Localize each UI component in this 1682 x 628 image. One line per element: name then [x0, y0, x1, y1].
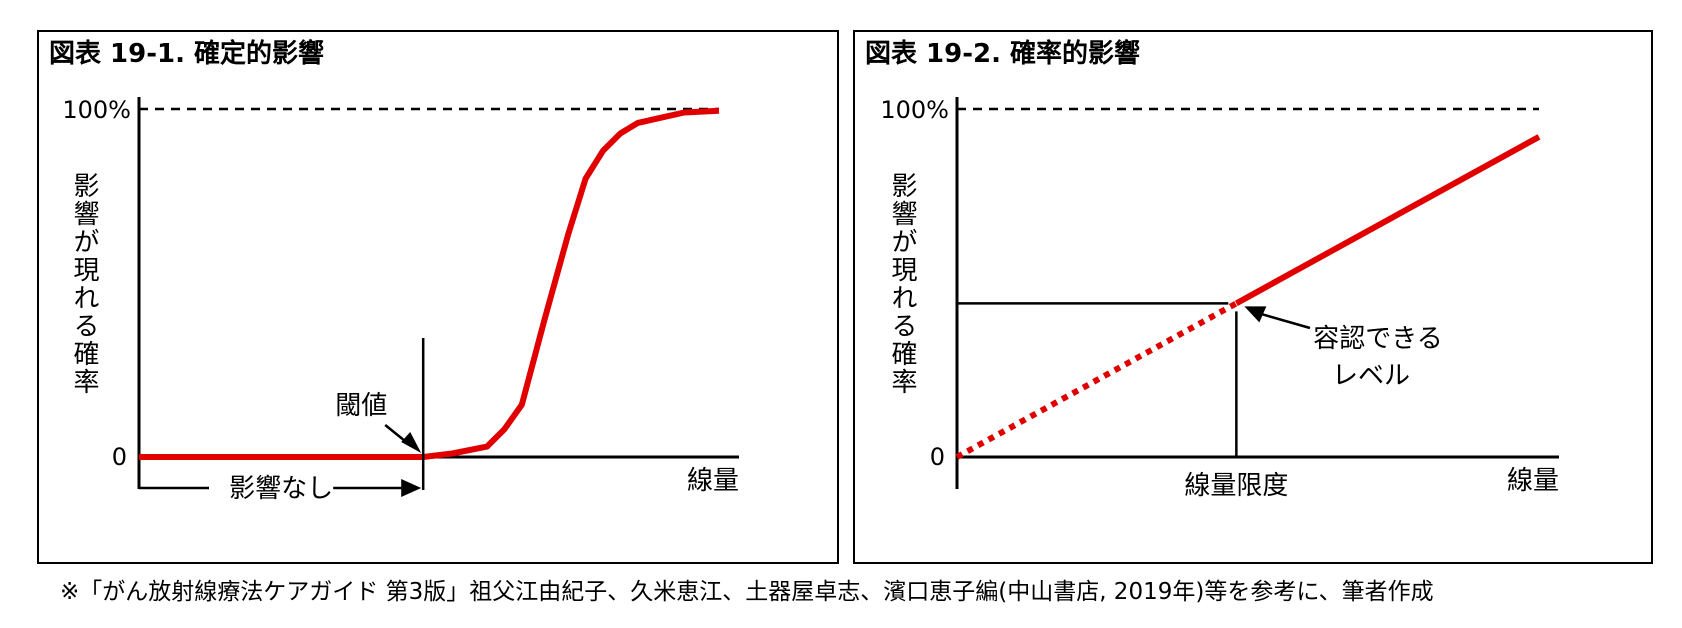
no-effect-arrow-head — [401, 479, 422, 497]
series-line-dotted — [955, 300, 1238, 460]
chart-title: 図表 19-1. 確定的影響 — [49, 38, 324, 69]
threshold-arrow-head — [401, 432, 422, 453]
y-tick-label-100: 100% — [62, 96, 131, 124]
x-axis-label: 線量 — [1507, 466, 1559, 496]
y-axis-label: 影響が現れる確率 — [887, 172, 917, 396]
y-tick-label-0: 0 — [112, 443, 127, 471]
y-tick-label-0: 0 — [930, 443, 945, 471]
x-axis-label: 線量 — [687, 466, 739, 496]
y-axis-label: 影響が現れる確率 — [69, 172, 99, 396]
source-note: ※「がん放射線療法ケアガイド 第3版」祖父江由紀子、久米恵江、土器屋卓志、濱口恵… — [60, 579, 1434, 605]
dose-limit-label: 線量限度 — [1184, 471, 1288, 501]
no-effect-label: 影響なし — [229, 474, 333, 504]
y-tick-label-100: 100% — [880, 96, 949, 124]
series-line-solid — [1234, 134, 1541, 306]
acceptable-label-line-2: レベル — [1332, 361, 1410, 391]
chart-title: 図表 19-2. 確率的影響 — [865, 38, 1140, 69]
threshold-label: 閾値 — [335, 391, 387, 421]
acceptable-arrow-shaft — [1262, 313, 1311, 330]
acceptable-label-line-1: 容認できる — [1313, 324, 1442, 354]
chart-panel-deterministic: 図表 19-1. 確定的影響 100% 0 影響が現れる確率線量 閾値影響なし — [37, 30, 839, 564]
series-line-deterministic — [139, 107, 720, 460]
acceptable-arrow-head — [1244, 306, 1267, 323]
chart-panel-stochastic: 図表 19-2. 確率的影響 100% 0 影響が現れる確率線量 線量限度 容認できるレベ… — [853, 30, 1653, 564]
